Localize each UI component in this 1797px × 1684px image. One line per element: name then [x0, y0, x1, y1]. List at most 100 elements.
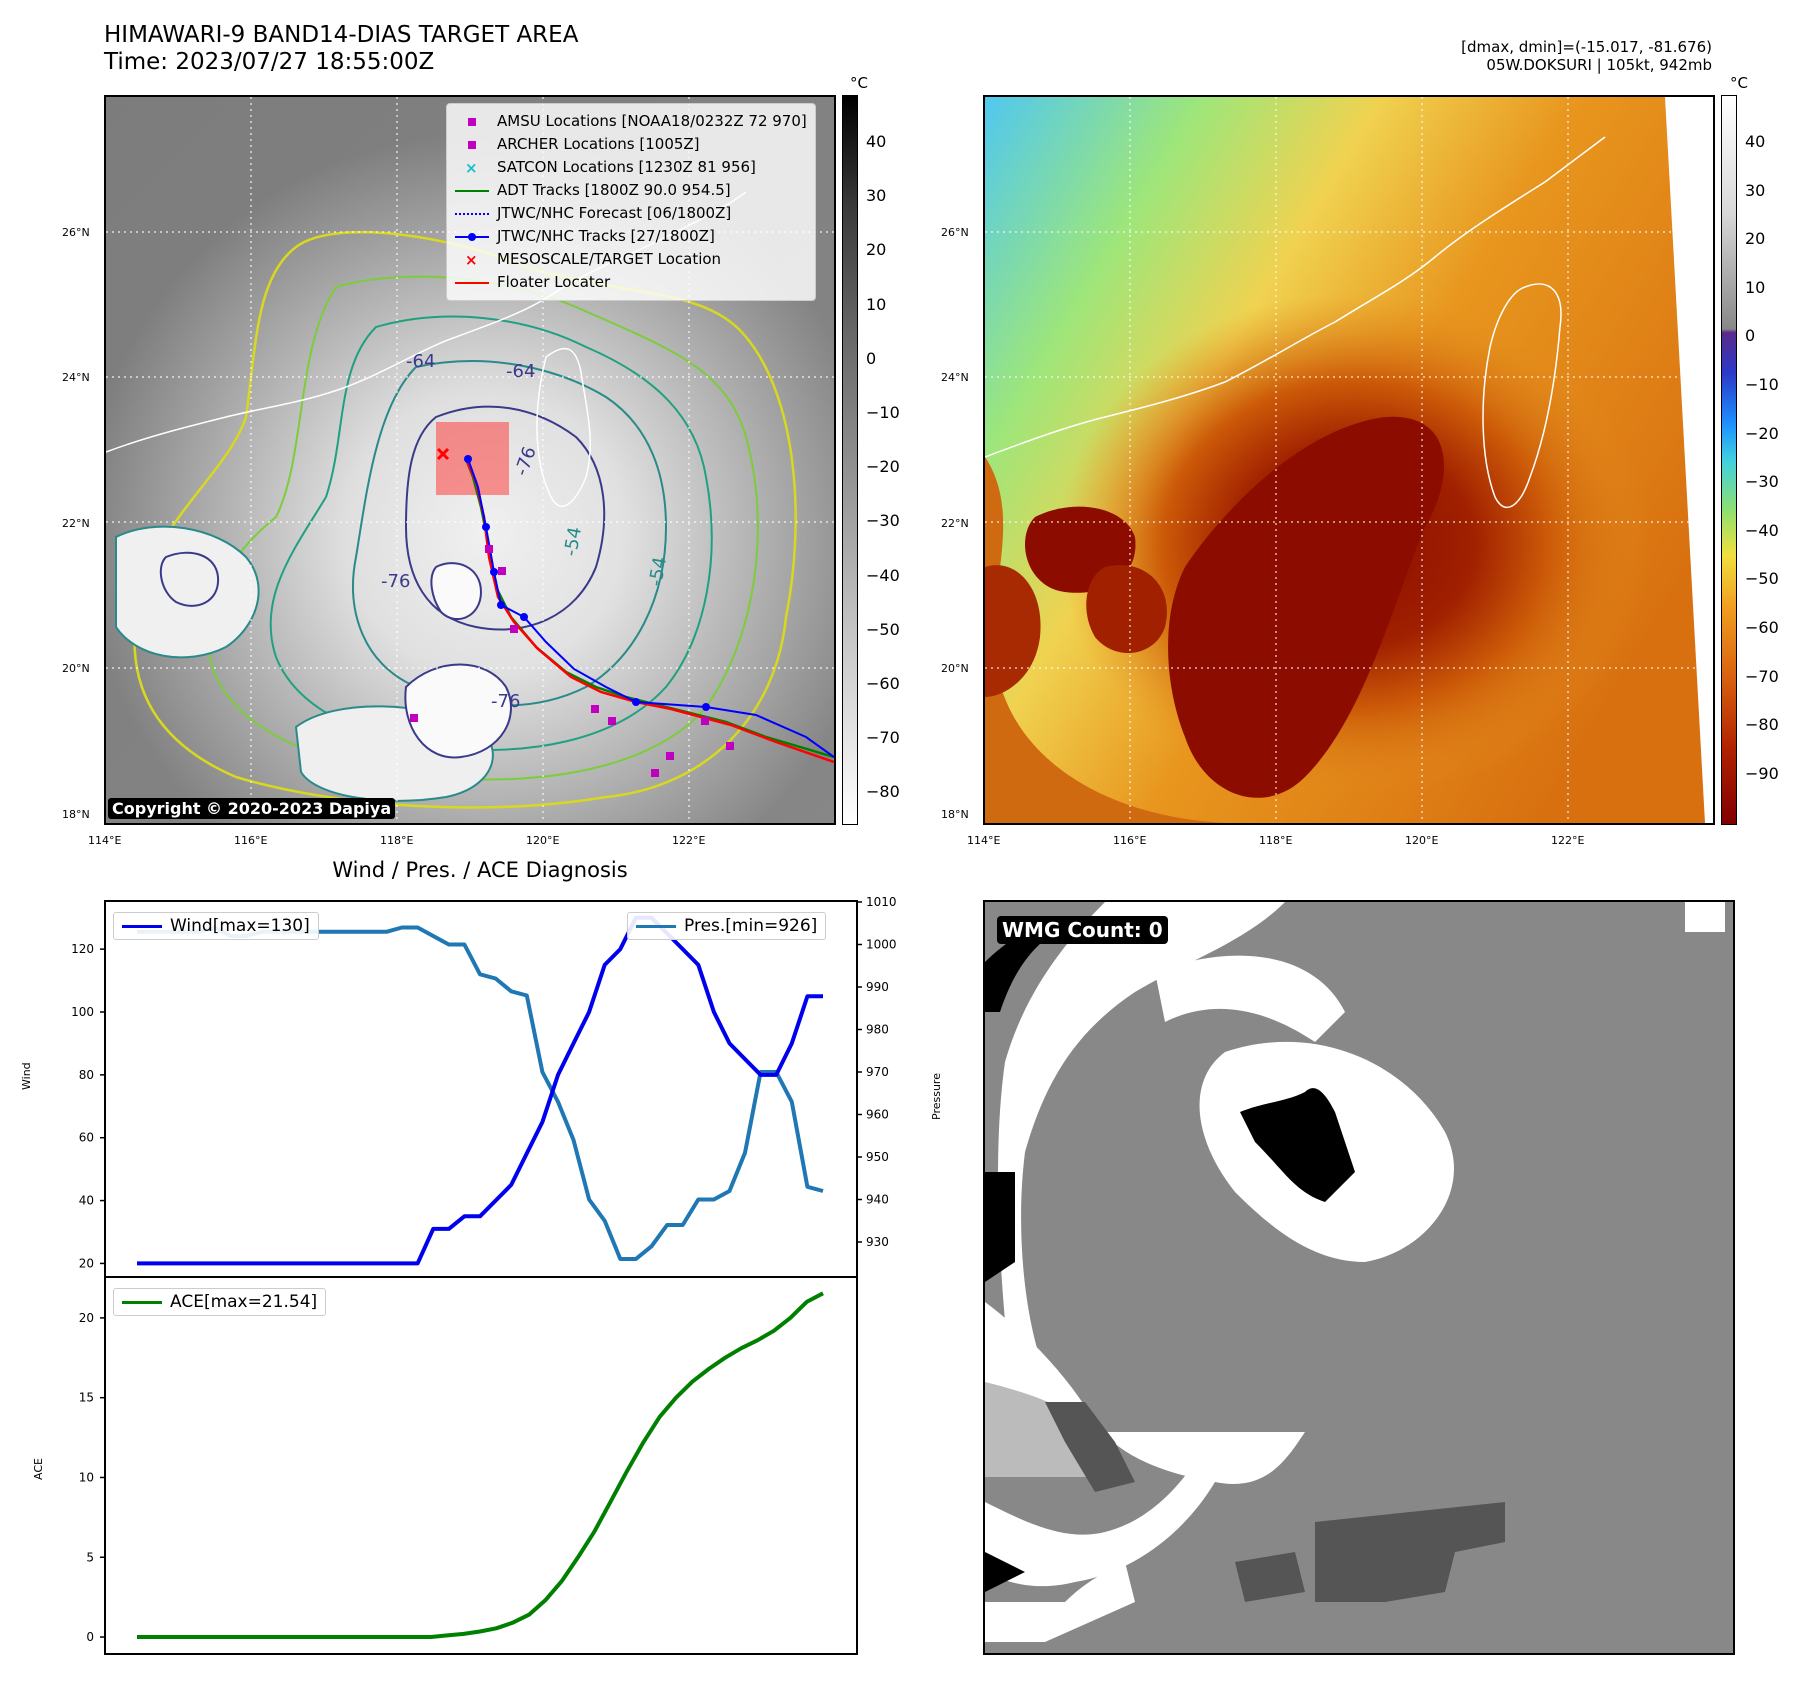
- legend-item: ADT Tracks [1800Z 90.0 954.5]: [455, 179, 807, 202]
- legend-symbol: [455, 185, 489, 197]
- pressure-tick-label: 1000: [866, 938, 897, 952]
- contour-label: -64: [506, 361, 535, 382]
- colorbar-tick-label: −10: [866, 403, 900, 422]
- wmg-panel: WMG Count: 0: [983, 900, 1735, 1655]
- wind-tick-label: 20: [79, 1256, 94, 1270]
- contour-label: -54: [560, 525, 586, 558]
- colorbar-tick-label: −80: [866, 782, 900, 802]
- colorbar-tick-label: −60: [1745, 618, 1779, 637]
- legend-symbol: ×: [465, 250, 478, 269]
- contour-label: -76: [491, 691, 520, 712]
- legend-symbol: [455, 231, 489, 243]
- lon-label: 120°E: [526, 834, 560, 847]
- wind-tick-label: 100: [71, 1005, 94, 1019]
- pressure-axis-label: Pressure: [930, 1073, 943, 1120]
- colorbar-tick-label: 10: [866, 294, 887, 314]
- colorbar-tick-label: −70: [1745, 666, 1779, 686]
- contour-label: -64: [406, 351, 435, 372]
- legend-item: Floater Locater: [455, 271, 807, 294]
- legend-label: SATCON Locations [1230Z 81 956]: [497, 158, 756, 176]
- enhanced-ir-panel: [983, 95, 1715, 825]
- ace-tick-label: 20: [79, 1311, 94, 1325]
- ace-series-line: [137, 1291, 824, 1639]
- ir-map-panel: -64 -64 -76 -76 -76 -54 -54 AMSU Locatio…: [104, 95, 836, 825]
- ace-legend: ACE[max=21.54]: [113, 1288, 327, 1316]
- colorbar-tick-label: 0: [866, 348, 877, 368]
- enhanced-ir-image: [985, 97, 1713, 823]
- legend-symbol: [455, 139, 489, 151]
- lon-label: 116°E: [1113, 834, 1147, 847]
- ace-tick-label: 0: [86, 1630, 94, 1644]
- lat-label: 18°N: [941, 808, 969, 821]
- ace-legend-label: ACE[max=21.54]: [170, 1292, 318, 1312]
- wmg-count-badge: WMG Count: 0: [997, 916, 1168, 944]
- contour-label: -76: [381, 571, 410, 592]
- ace-tick-label: 15: [79, 1391, 94, 1405]
- legend-label: AMSU Locations [NOAA18/0232Z 72 970]: [497, 112, 807, 130]
- diagnosis-title: Wind / Pres. / ACE Diagnosis: [332, 858, 628, 882]
- wind-tick-label: 80: [79, 1068, 94, 1082]
- lat-label: 24°N: [941, 371, 969, 384]
- lat-label: 24°N: [62, 371, 90, 384]
- colorbar-tick-label: 40: [866, 132, 887, 151]
- lon-label: 118°E: [1259, 834, 1293, 847]
- colorbar-tick-label: 0: [1745, 326, 1756, 346]
- contour-label: -54: [645, 555, 671, 588]
- legend-label: ARCHER Locations [1005Z]: [497, 135, 700, 153]
- colorbar-tick-label: −90: [1745, 763, 1779, 783]
- colorbar-tick-label: −30: [1745, 472, 1779, 492]
- wind-legend-swatch: [122, 924, 162, 928]
- diagnosis-chart-frame: [104, 900, 858, 1655]
- colorbar-tick-label: −60: [866, 674, 900, 693]
- colorbar-tick-label: −10: [1745, 375, 1779, 394]
- colorbar-tick-label: −50: [866, 619, 900, 639]
- pressure-tick-label: 970: [866, 1065, 889, 1079]
- lat-label: 18°N: [62, 808, 90, 821]
- dmax-dmin-text: [dmax, dmin]=(-15.017, -81.676): [1461, 38, 1712, 56]
- legend-symbol: [455, 277, 489, 289]
- map-legend: AMSU Locations [NOAA18/0232Z 72 970] ARCH…: [446, 103, 816, 301]
- legend-item: × MESOSCALE/TARGET Location: [455, 248, 807, 271]
- legend-symbol: [455, 116, 489, 128]
- legend-item: ARCHER Locations [1005Z]: [455, 133, 807, 156]
- pressure-tick-label: 960: [866, 1108, 889, 1122]
- ace-tick-label: 5: [86, 1550, 94, 1564]
- ace-axis-label: ACE: [32, 1458, 45, 1480]
- pressure-tick-label: 1010: [866, 895, 897, 909]
- wind-tick-label: 120: [71, 942, 94, 956]
- wind-axis-label: Wind: [20, 1062, 33, 1090]
- pressure-tick-label: 990: [866, 980, 889, 994]
- lon-label: 118°E: [380, 834, 414, 847]
- pressure-legend: Pres.[min=926]: [627, 912, 827, 940]
- storm-info-text: 05W.DOKSURI | 105kt, 942mb: [1486, 56, 1712, 74]
- colorbar-left: [842, 95, 858, 825]
- colorbar-tick-label: −30: [866, 511, 900, 531]
- colorbar-tick-label: 20: [1745, 229, 1766, 249]
- pressure-series-line: [137, 925, 824, 1261]
- lat-label: 26°N: [62, 226, 90, 239]
- pressure-tick-label: 940: [866, 1193, 889, 1207]
- legend-item: × SATCON Locations [1230Z 81 956]: [455, 156, 807, 179]
- legend-label: MESOSCALE/TARGET Location: [497, 250, 722, 268]
- target-location-marker: [436, 447, 450, 461]
- stats-header: [dmax, dmin]=(-15.017, -81.676) 05W.DOKS…: [1461, 38, 1712, 74]
- wind-legend-label: Wind[max=130]: [170, 916, 310, 936]
- colorbar-right: [1721, 95, 1737, 825]
- lat-label: 20°N: [941, 662, 969, 675]
- colorbar-tick-label: 40: [1745, 132, 1766, 151]
- wind-tick-label: 60: [79, 1131, 94, 1145]
- wind-series-line: [137, 915, 823, 1266]
- amsu-archer-points: [410, 545, 734, 777]
- legend-label: JTWC/NHC Forecast [06/1800Z]: [497, 204, 732, 222]
- colorbar-unit: °C: [850, 74, 868, 92]
- colorbar-unit: °C: [1730, 74, 1748, 92]
- pressure-tick-label: 950: [866, 1150, 889, 1164]
- wmg-image: [985, 902, 1725, 1642]
- jtwc-track-points: [464, 455, 710, 711]
- lon-label: 120°E: [1405, 834, 1439, 847]
- colorbar-tick-label: −40: [1745, 520, 1779, 540]
- lon-label: 114°E: [967, 834, 1001, 847]
- lat-label: 22°N: [62, 517, 90, 530]
- lat-label: 22°N: [941, 517, 969, 530]
- legend-label: ADT Tracks [1800Z 90.0 954.5]: [497, 181, 731, 199]
